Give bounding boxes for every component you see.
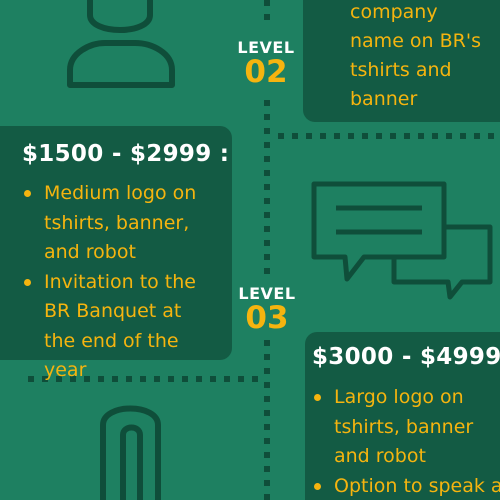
level3-tier-card: $3000 - $4999 : Largo logo on tshirts, b… [305,332,500,500]
level-word: LEVEL [237,38,295,57]
chat-bubbles-icon [311,181,493,300]
level1-benefits-card: company name on BR's tshirts and banner [303,0,500,122]
horizontal-divider-right [278,133,500,139]
paperclip-icon [100,405,161,500]
horizontal-divider-left [28,376,264,382]
level-number: 02 [244,54,288,90]
vertical-divider-bottom [264,340,270,500]
list-item: Invitation to the BR Banquet at the end … [22,268,212,386]
tier-price-range: $1500 - $2999 : [22,141,230,167]
tier-benefits-list: Medium logo on tshirts, banner, and robo… [22,179,212,386]
level-02-label: LEVEL 02 [231,38,301,90]
person-icon [67,0,175,88]
benefit-line: name on BR's [350,30,481,52]
level-number: 03 [245,300,289,336]
benefit-line: company [350,1,438,23]
vertical-divider-top [264,0,270,28]
list-item: Option to speak at [312,472,500,500]
benefit-line: tshirts and [350,59,452,81]
tier-price-range: $3000 - $4999 : [312,344,500,370]
level-03-label: LEVEL 03 [232,284,302,336]
list-item: Largo logo on tshirts, banner and robot [312,383,494,472]
benefit-line: banner [350,88,418,110]
tier-benefits-list: Largo logo on tshirts, banner and robot … [312,383,500,500]
level-word: LEVEL [238,284,296,303]
vertical-divider-middle [264,100,270,280]
list-item: Medium logo on tshirts, banner, and robo… [22,179,212,268]
level2-tier-card: $1500 - $2999 : Medium logo on tshirts, … [0,126,232,381]
